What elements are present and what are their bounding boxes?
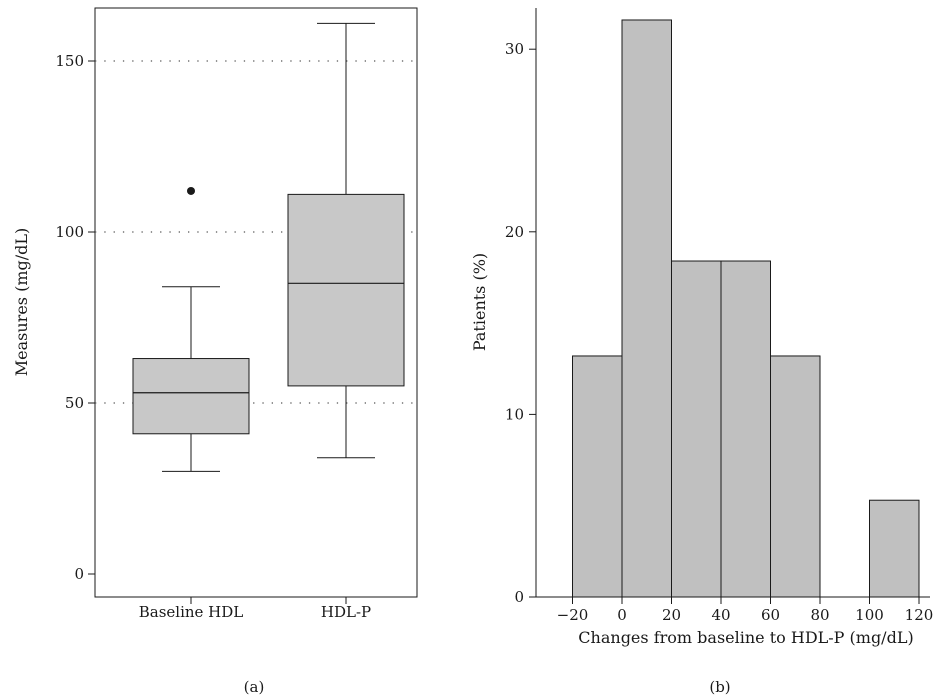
box xyxy=(132,358,250,435)
x-tick-label: 40 xyxy=(711,606,730,624)
histogram-bar xyxy=(869,499,920,598)
x-tick-label: 100 xyxy=(855,606,884,624)
x-tick-label: 20 xyxy=(662,606,681,624)
histogram-bar xyxy=(671,260,722,598)
x-tick-label: HDL-P xyxy=(321,603,371,621)
x-axis: Baseline HDL HDL-P xyxy=(139,597,371,621)
histogram-bar xyxy=(770,355,821,598)
panel-label-a: (a) xyxy=(244,678,265,696)
x-tick-label: 80 xyxy=(810,606,829,624)
box xyxy=(287,193,405,387)
outlier-point xyxy=(187,186,195,195)
y-axis: 0 50 100 150 xyxy=(55,52,95,583)
histogram-bar xyxy=(621,19,672,598)
y-tick-label: 50 xyxy=(65,394,84,412)
x-axis-title: Changes from baseline to HDL-P (mg/dL) xyxy=(578,628,913,647)
y-tick-label: 20 xyxy=(505,223,524,241)
boxplot-panel: 0 50 100 150 Baseline HDL HDL-P Measures (mg… xyxy=(12,7,418,696)
x-tick-label: 120 xyxy=(905,606,934,624)
y-axis: 0 10 20 30 xyxy=(505,40,536,606)
histogram-bar xyxy=(572,355,623,598)
x-tick-label: 0 xyxy=(617,606,627,624)
y-tick-label: 10 xyxy=(505,405,524,423)
y-tick-label: 0 xyxy=(514,588,524,606)
x-axis: −20 0 20 40 60 80 100 120 xyxy=(557,597,934,624)
y-tick-label: 100 xyxy=(55,223,84,241)
y-tick-label: 30 xyxy=(505,40,524,58)
boxes xyxy=(132,22,405,472)
y-axis-title: Measures (mg/dL) xyxy=(12,228,31,376)
y-axis-title: Patients (%) xyxy=(470,253,489,351)
panel-label-b: (b) xyxy=(709,678,730,696)
bars xyxy=(572,19,920,598)
y-tick-label: 150 xyxy=(55,52,84,70)
y-tick-label: 0 xyxy=(74,565,84,583)
x-tick-label: Baseline HDL xyxy=(139,603,244,621)
x-tick-label: −20 xyxy=(557,606,589,624)
plot-frame xyxy=(94,7,418,598)
x-tick-label: 60 xyxy=(761,606,780,624)
histogram-bar xyxy=(720,260,771,598)
